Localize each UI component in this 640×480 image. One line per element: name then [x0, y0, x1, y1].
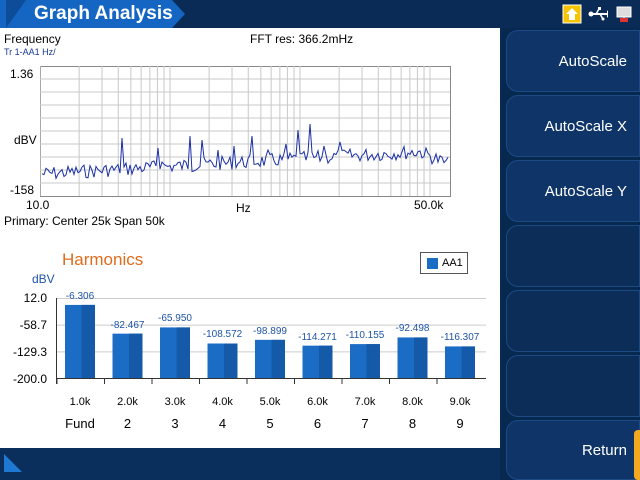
y-top-label: 1.36	[10, 67, 34, 81]
return-button[interactable]: Return	[506, 420, 640, 480]
harmonic-bar-shade	[319, 345, 333, 378]
x-tick-label: 7.0k	[354, 396, 376, 408]
title-bar: Graph Analysis	[0, 0, 640, 28]
bar-value-label: -114.271	[298, 331, 337, 343]
bar-value-label: -6.306	[65, 290, 95, 302]
x-tick-label: 6.0k	[307, 396, 328, 408]
connection-icon	[614, 4, 634, 24]
spectrum-plot[interactable]	[40, 66, 452, 198]
y-unit-label: dBV	[14, 133, 37, 147]
y-tick-label: -58.7	[19, 318, 47, 332]
bar-value-label: -92.498	[395, 323, 430, 335]
harmonic-bar-shade	[366, 344, 380, 378]
harmonic-order-label: 3	[171, 416, 179, 431]
harmonic-bar-shade	[461, 346, 475, 378]
corner-indicator-icon	[4, 454, 22, 472]
x-tick-label: 1.0k	[69, 396, 91, 408]
legend-swatch	[427, 257, 438, 269]
graph-panel: Frequency Tr 1-AA1 Hz/ FFT res: 366.2mHz…	[0, 28, 502, 448]
harmonic-bar-shade	[176, 327, 190, 378]
y-bottom-label: -158	[10, 183, 35, 197]
bar-value-label: -98.899	[253, 325, 287, 337]
x-tick-label: 9.0k	[449, 396, 471, 408]
legend-label: AA1	[442, 257, 463, 269]
autoscale-y-button[interactable]: AutoScale Y	[506, 160, 640, 222]
harmonic-bar-shade	[224, 343, 238, 378]
softkey-sidebar: AutoScale AutoScale X AutoScale Y Return	[506, 28, 640, 480]
bar-value-label: -65.950	[158, 313, 192, 325]
softkey-5-button[interactable]	[506, 290, 640, 352]
bottom-bar	[0, 448, 500, 480]
status-icons	[562, 4, 634, 24]
mode-label: Frequency	[4, 32, 61, 46]
y-tick-label: -129.3	[12, 345, 47, 359]
harmonic-order-label: 5	[266, 416, 274, 431]
harmonics-y-unit: dBV	[32, 272, 55, 286]
harmonic-bar-shade	[81, 304, 95, 378]
y-tick-label: 12.0	[23, 291, 47, 305]
harmonic-order-label: 7	[361, 416, 369, 431]
bar-value-label: -82.467	[110, 319, 145, 331]
x-tick-label: 4.0k	[212, 396, 233, 408]
x-right-label: 50.0k	[414, 198, 444, 212]
primary-label: Primary: Center 25k Span 50k	[4, 214, 165, 228]
harmonic-bar-shade	[414, 337, 428, 378]
usb-icon	[588, 4, 608, 24]
y-tick-label: -200.0	[12, 372, 47, 386]
harmonic-order-label: Fund	[65, 416, 95, 431]
fft-resolution: FFT res: 366.2mHz	[250, 32, 354, 46]
bar-value-label: -108.572	[202, 329, 243, 341]
x-tick-label: 8.0k	[402, 396, 423, 408]
harmonic-order-label: 2	[123, 416, 132, 431]
harmonic-bar-shade	[129, 333, 143, 378]
autoscale-x-button[interactable]: AutoScale X	[506, 95, 640, 157]
chart-legend: AA1	[420, 252, 468, 274]
harmonic-order-label: 9	[456, 416, 464, 431]
x-tick-label: 2.0k	[117, 396, 138, 408]
harmonic-order-label: 6	[313, 416, 322, 431]
harmonic-bar-shade	[271, 339, 285, 378]
return-indicator	[634, 430, 640, 480]
home-icon[interactable]	[562, 4, 582, 24]
softkey-6-button[interactable]	[506, 355, 640, 417]
bar-value-label: -110.155	[345, 330, 385, 342]
page-title: Graph Analysis	[34, 3, 173, 24]
title-tab	[0, 0, 185, 28]
softkey-4-button[interactable]	[506, 225, 640, 287]
harmonics-title: Harmonics	[62, 250, 144, 269]
trace-label: Tr 1-AA1 Hz/	[4, 47, 56, 57]
harmonics-chart[interactable]	[56, 298, 488, 410]
harmonic-order-label: 4	[218, 416, 227, 431]
x-tick-label: 5.0k	[259, 396, 281, 408]
autoscale-button[interactable]: AutoScale	[506, 30, 640, 92]
x-left-label: 10.0	[26, 198, 50, 212]
x-unit-label: Hz	[236, 201, 251, 215]
x-tick-label: 3.0k	[164, 396, 186, 408]
bar-value-label: -116.307	[440, 332, 480, 344]
harmonic-order-label: 8	[408, 416, 417, 431]
